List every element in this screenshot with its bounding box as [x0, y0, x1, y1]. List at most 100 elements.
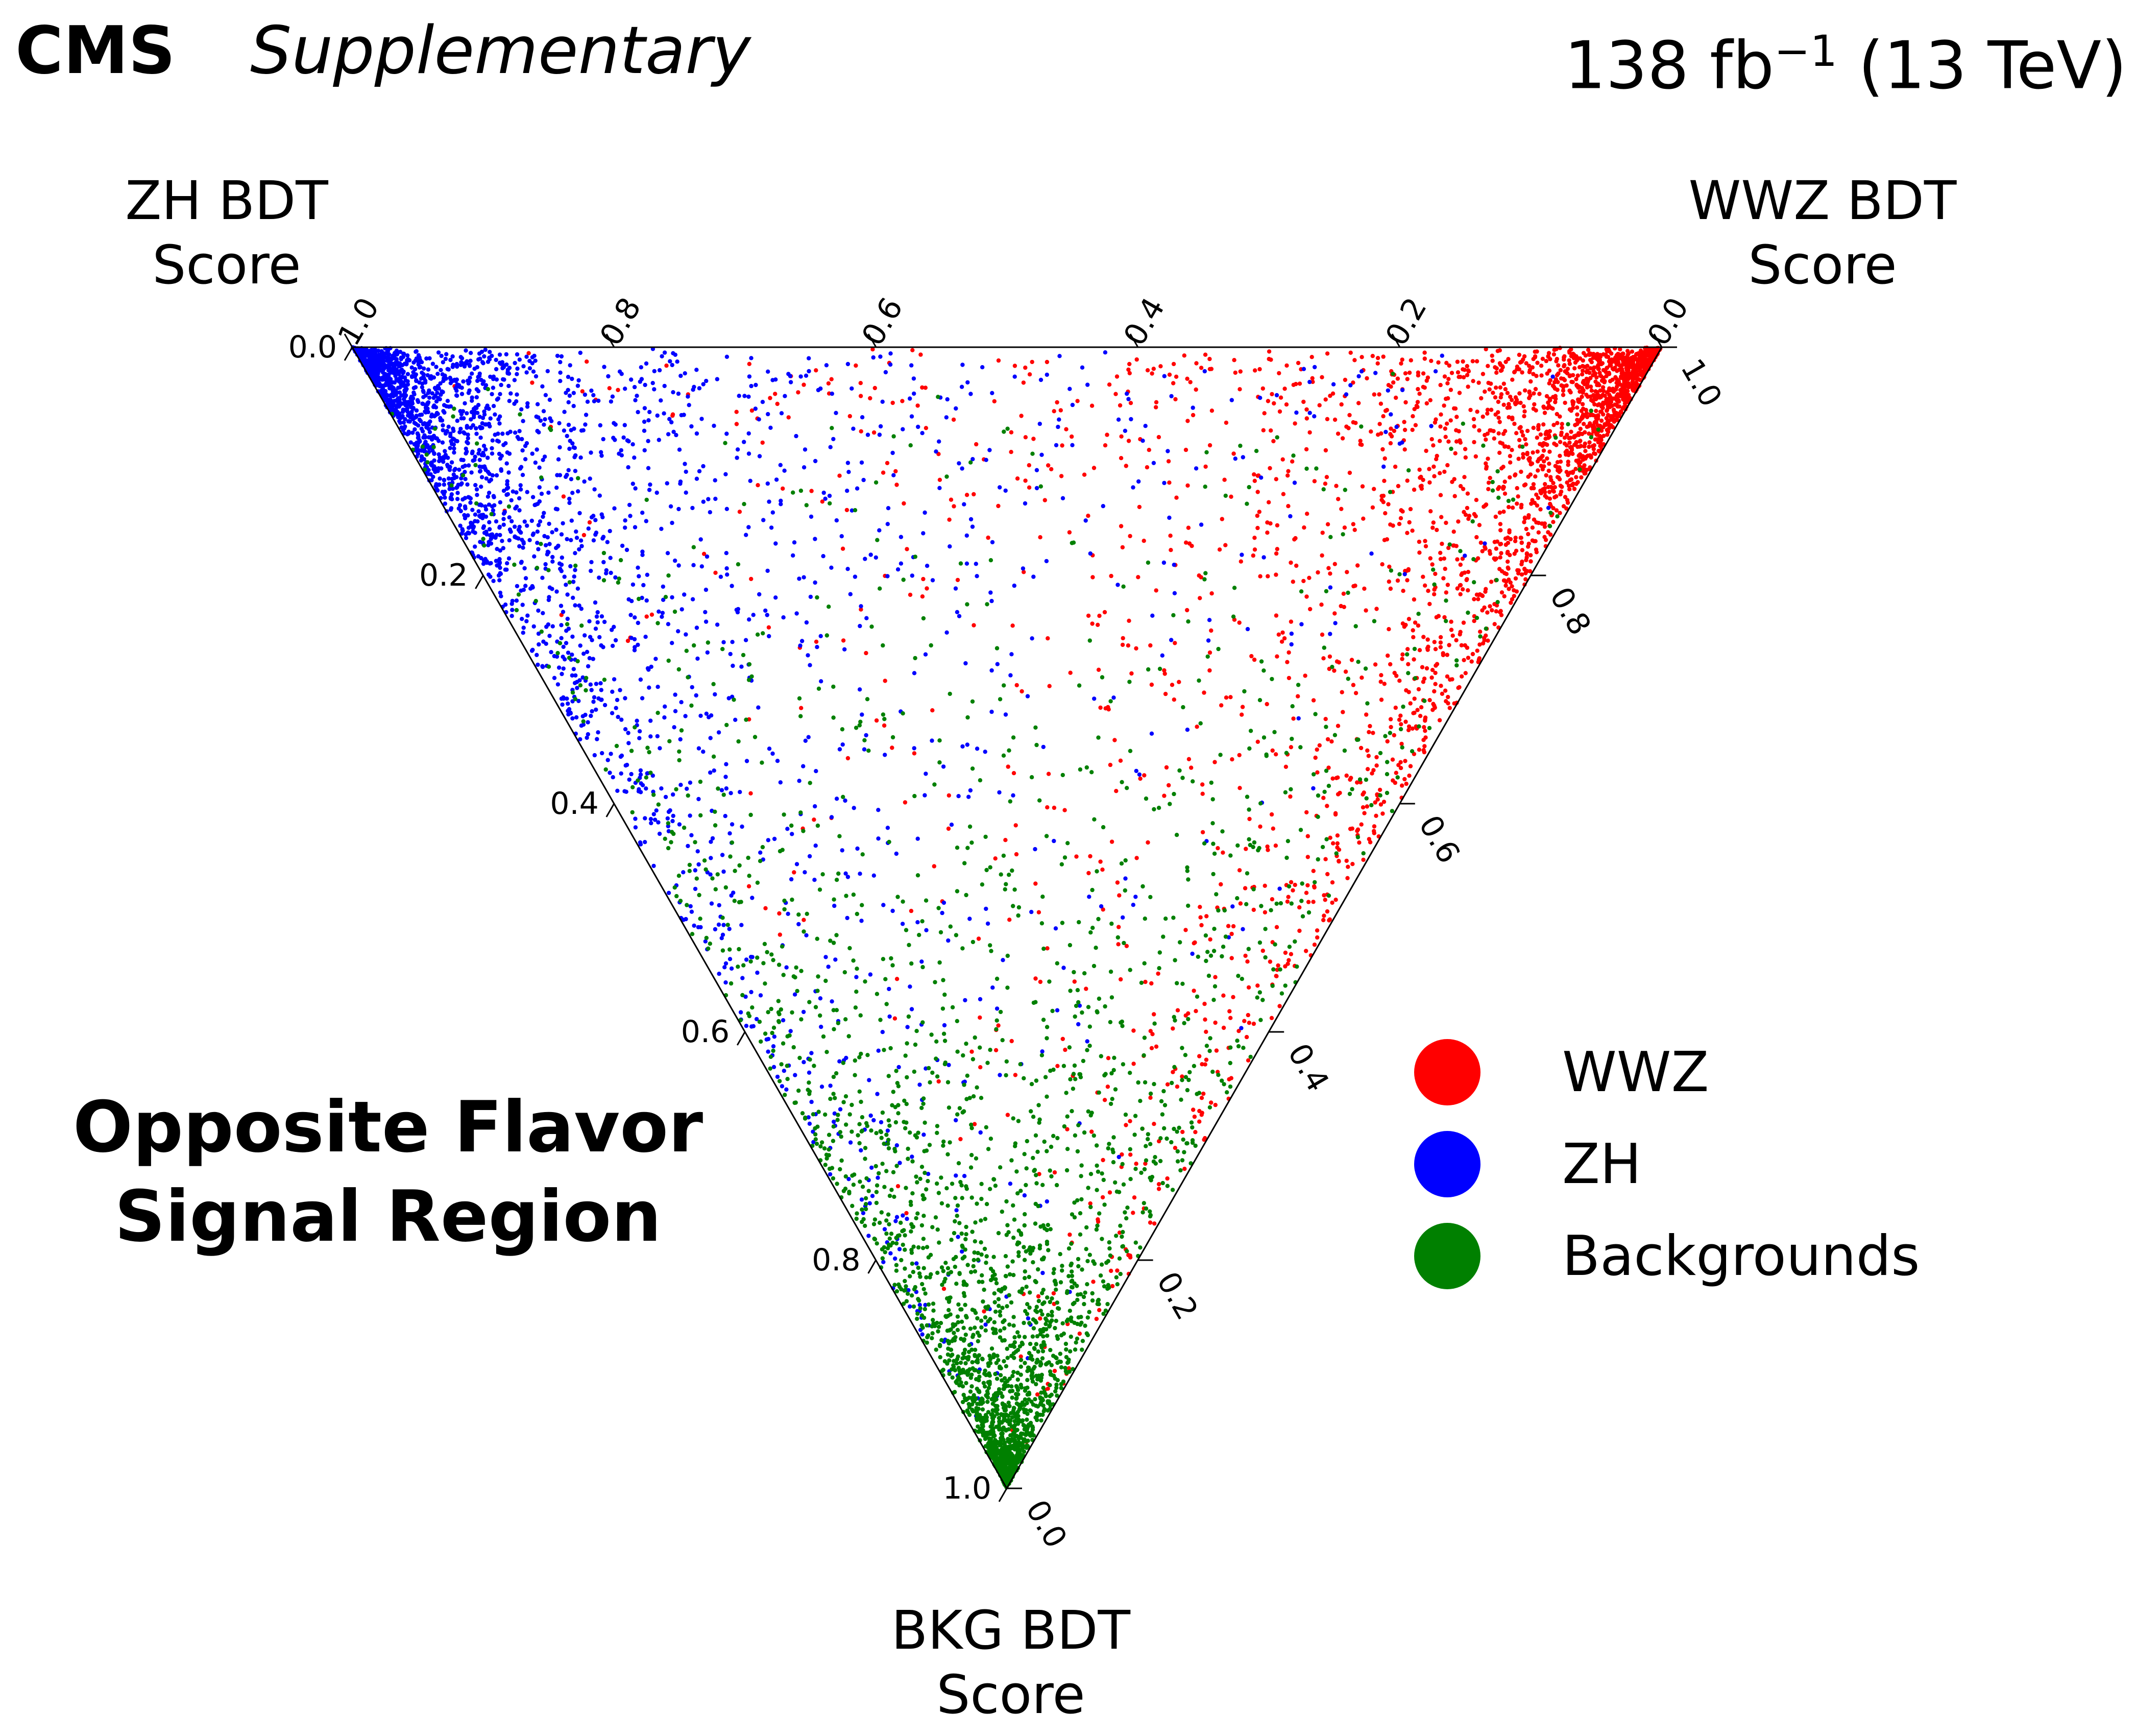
data-point [1386, 502, 1391, 507]
data-point [435, 488, 440, 493]
data-point [1388, 717, 1393, 721]
data-point [465, 440, 469, 444]
data-point [1227, 1009, 1232, 1014]
data-point [1192, 941, 1196, 946]
data-point [775, 759, 780, 763]
data-point [662, 383, 667, 389]
data-point [1447, 363, 1451, 368]
data-point [1526, 544, 1531, 549]
data-point [1444, 360, 1449, 365]
data-point [498, 414, 502, 419]
data-point [481, 525, 486, 531]
data-point [1446, 377, 1451, 381]
data-point [443, 356, 448, 361]
data-point [1200, 1062, 1204, 1067]
data-point [1586, 453, 1590, 458]
data-point [633, 645, 637, 649]
data-point [1518, 400, 1523, 405]
data-point [1389, 384, 1393, 389]
data-point [524, 354, 529, 359]
data-point [960, 744, 965, 749]
data-point [945, 397, 950, 402]
data-point [1360, 484, 1365, 489]
data-point [858, 394, 863, 398]
data-point [468, 358, 473, 363]
data-point [619, 448, 624, 453]
data-point [1229, 956, 1234, 960]
data-point [1221, 850, 1225, 855]
data-point [1480, 414, 1485, 419]
data-point [523, 576, 528, 581]
data-point [423, 409, 427, 414]
data-point [1167, 372, 1172, 377]
data-point [1480, 549, 1485, 553]
data-point [780, 1084, 785, 1089]
data-point [1052, 838, 1056, 843]
data-point [868, 552, 873, 557]
data-point [998, 1073, 1002, 1077]
data-point [724, 762, 729, 766]
data-point [952, 504, 956, 509]
data-point [1375, 793, 1380, 798]
data-point [846, 1177, 851, 1182]
data-point [848, 592, 853, 596]
data-point [1454, 415, 1459, 419]
data-point [1424, 448, 1428, 453]
data-point [1402, 777, 1407, 782]
data-point [414, 349, 418, 354]
data-point [1542, 459, 1546, 464]
data-point [1406, 617, 1412, 621]
data-point [1242, 1019, 1247, 1023]
data-point [1535, 349, 1539, 354]
data-point [1262, 411, 1267, 416]
data-point [381, 370, 385, 375]
data-point [1172, 563, 1176, 567]
data-point [518, 487, 523, 492]
data-point [1561, 388, 1566, 393]
data-point [1626, 351, 1631, 356]
data-point [1567, 350, 1572, 355]
data-point [468, 351, 473, 355]
data-point [1497, 485, 1501, 490]
data-point [1478, 540, 1483, 545]
data-point [944, 415, 949, 420]
data-point [881, 903, 886, 907]
data-point [1092, 696, 1097, 701]
data-point [1289, 952, 1294, 956]
data-point [1383, 511, 1388, 516]
data-point [1310, 379, 1315, 384]
data-point [498, 456, 503, 461]
data-point [1035, 1392, 1040, 1397]
data-point [937, 486, 942, 490]
data-point [1077, 1331, 1082, 1336]
data-point [718, 574, 723, 579]
data-point [1326, 566, 1331, 570]
data-point [1494, 609, 1498, 614]
data-point [1524, 442, 1528, 447]
data-point [1423, 729, 1427, 733]
data-point [535, 402, 540, 406]
data-point [826, 965, 831, 969]
data-point [798, 643, 803, 648]
data-point [766, 838, 771, 842]
data-point [1547, 403, 1551, 408]
data-point [1573, 467, 1578, 471]
data-point [740, 824, 744, 829]
data-point [699, 417, 704, 421]
data-point [688, 904, 693, 909]
data-point [1651, 350, 1656, 355]
data-point [1457, 429, 1461, 433]
data-point [1031, 574, 1036, 579]
data-point [1476, 597, 1480, 601]
data-point [521, 545, 525, 550]
data-point [556, 457, 561, 462]
data-point [1034, 468, 1039, 472]
data-point [1330, 776, 1335, 781]
data-point [572, 574, 576, 579]
data-point [1474, 359, 1479, 364]
data-point [1579, 475, 1584, 480]
data-point [970, 524, 975, 529]
data-point [466, 513, 470, 518]
data-point [1347, 470, 1352, 475]
data-point [1581, 351, 1586, 355]
